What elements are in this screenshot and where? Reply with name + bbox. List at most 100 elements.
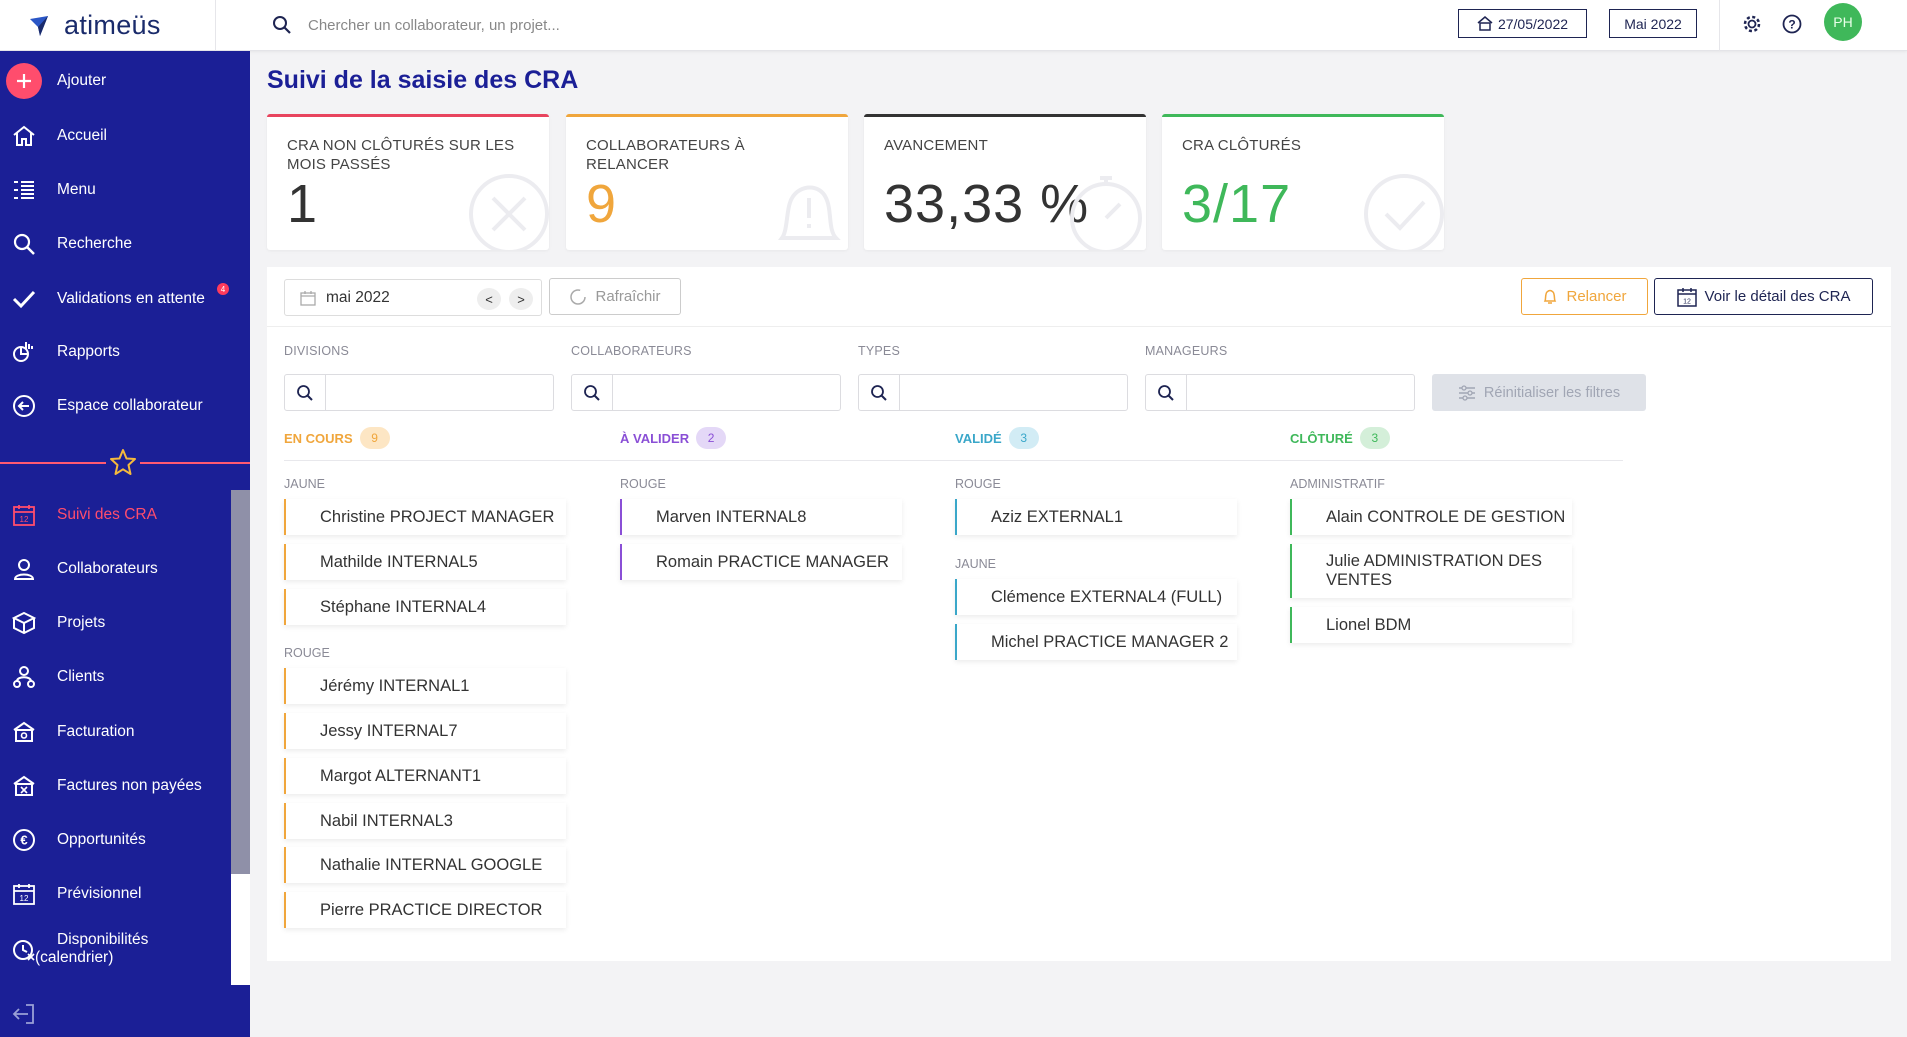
search-icon [11, 231, 37, 257]
refresh-button[interactable]: Rafraîchir [549, 278, 681, 315]
sidebar-item-facturation[interactable]: Facturation [0, 710, 250, 754]
list-item[interactable]: Nabil INTERNAL3 [284, 803, 566, 839]
list-item[interactable]: Marven INTERNAL8 [620, 499, 902, 535]
column-title: EN COURS [284, 430, 353, 446]
sidebar-item-label: Menu [57, 181, 96, 198]
sidebar-item-suivi-cra[interactable]: 12 Suivi des CRA [0, 493, 250, 537]
sidebar-item-collaborateurs[interactable]: Collaborateurs [0, 547, 250, 591]
sidebar-item-recherche[interactable]: Recherche [0, 222, 250, 266]
kpi-card-value: 1 [287, 174, 319, 234]
column-count-badge: 2 [696, 427, 727, 449]
list-item[interactable]: Jessy INTERNAL7 [284, 713, 566, 749]
types-filter[interactable] [858, 374, 1128, 411]
collaborateurs-filter[interactable] [571, 374, 841, 411]
list-item[interactable]: Michel PRACTICE MANAGER 2 [955, 624, 1237, 660]
group-label: ADMINISTRATIF [1290, 477, 1385, 491]
help-icon[interactable]: ? [1781, 13, 1803, 35]
kpi-card-value: 33,33 % [884, 174, 1090, 234]
list-item[interactable]: Romain PRACTICE MANAGER [620, 544, 902, 580]
stopwatch-icon [1070, 176, 1142, 250]
search-icon [1146, 375, 1187, 410]
list-item[interactable]: Nathalie INTERNAL GOOGLE [284, 847, 566, 883]
list-item[interactable]: Julie ADMINISTRATION DES VENTES [1290, 544, 1572, 598]
plus-icon [6, 63, 42, 99]
sidebar-item-menu[interactable]: Menu [0, 168, 250, 212]
sidebar-item-label: Factures non payées [57, 777, 202, 794]
sliders-icon [1458, 384, 1475, 401]
sidebar-item-label: Collaborateurs [57, 560, 158, 577]
list-item[interactable]: Mathilde INTERNAL5 [284, 544, 566, 580]
sidebar-item-rapports[interactable]: Rapports [0, 330, 250, 374]
header-divider [1719, 0, 1720, 51]
sidebar-item-disponibilites[interactable]: Disponibilités (calendrier) [0, 927, 250, 973]
list-item[interactable]: Alain CONTROLE DE GESTION [1290, 499, 1572, 535]
cra-detail-button-label: Voir le détail des CRA [1704, 288, 1851, 305]
list-item[interactable]: Margot ALTERNANT1 [284, 758, 566, 794]
next-month-button[interactable]: > [509, 288, 533, 310]
favorites-star-icon[interactable] [106, 446, 140, 478]
gear-icon[interactable] [1741, 13, 1763, 35]
search-input[interactable] [308, 16, 708, 34]
unpaid-icon [11, 773, 37, 799]
alarm-bell-icon [778, 185, 841, 240]
list-item[interactable]: Jérémy INTERNAL1 [284, 668, 566, 704]
list-item[interactable]: Clémence EXTERNAL4 (FULL) [955, 579, 1237, 615]
bell-icon [1544, 289, 1557, 304]
list-item[interactable]: Stéphane INTERNAL4 [284, 589, 566, 625]
divisions-filter[interactable] [284, 374, 554, 411]
list-item[interactable]: Aziz EXTERNAL1 [955, 499, 1237, 535]
svg-text:12: 12 [1683, 298, 1691, 305]
global-search[interactable] [272, 10, 708, 40]
kpi-card-title: COLLABORATEURS À RELANCER [586, 137, 745, 173]
sidebar-item-opportunites[interactable]: € Opportunités [0, 818, 250, 862]
remind-button[interactable]: Relancer [1521, 278, 1648, 315]
cra-detail-button[interactable]: 12 Voir le détail des CRA [1654, 278, 1873, 315]
search-icon[interactable] [272, 15, 292, 35]
list-item[interactable]: Pierre PRACTICE DIRECTOR [284, 892, 566, 928]
calendar-icon: 12 [11, 502, 37, 528]
calendar-detail-icon: 12 [1676, 287, 1697, 307]
sidebar-item-label-line2: (calendrier) [35, 949, 114, 966]
logout-icon[interactable] [12, 1003, 36, 1025]
column-title: CLÔTURÉ [1290, 430, 1353, 446]
sidebar-item-projets[interactable]: Projets [0, 601, 250, 645]
menu-list-icon [11, 177, 37, 203]
list-item[interactable]: Christine PROJECT MANAGER [284, 499, 566, 535]
calendar-icon [300, 290, 316, 306]
manageurs-filter[interactable] [1145, 374, 1415, 411]
sidebar-item-label: Facturation [57, 723, 135, 740]
sidebar-item-label-line1: Disponibilités [57, 931, 149, 948]
sidebar-item-factures-non-payees[interactable]: Factures non payées [0, 764, 250, 808]
sidebar-scrollbar[interactable] [231, 490, 250, 874]
reset-filters-button[interactable]: Réinitialiser les filtres [1432, 374, 1646, 411]
app-logo[interactable]: atimeüs [0, 0, 216, 51]
kpi-card-title: CRA CLÔTURÉS [1182, 137, 1302, 154]
period-button[interactable]: Mai 2022 [1609, 9, 1697, 38]
sidebar-item-ajouter[interactable]: Ajouter [0, 59, 250, 103]
arrow-circle-icon [11, 393, 37, 419]
date-button[interactable]: 27/05/2022 [1458, 9, 1587, 38]
filter-label-collaborateurs: COLLABORATEURS [571, 344, 692, 358]
billing-icon [11, 719, 37, 745]
sidebar-item-espace-collaborateur[interactable]: Espace collaborateur [0, 384, 250, 428]
sidebar-item-label: Disponibilités [57, 930, 148, 949]
month-picker[interactable]: mai 2022 < > [284, 279, 542, 316]
sidebar-item-accueil[interactable]: Accueil [0, 114, 250, 158]
prev-month-button[interactable]: < [477, 288, 501, 310]
calendar-home-icon [1477, 16, 1493, 31]
kpi-card-title: CRA NON CLÔTURÉS SUR LES MOIS PASSÉS [287, 137, 515, 173]
month-picker-value: mai 2022 [326, 288, 390, 306]
sidebar-item-validations[interactable]: Validations en attente 4 [0, 277, 250, 321]
column-count-badge: 3 [1008, 427, 1039, 449]
sidebar-item-clients[interactable]: Clients [0, 655, 250, 699]
kpi-card-to-remind: COLLABORATEURS À RELANCER 9 [566, 114, 848, 250]
kpi-card-progress: AVANCEMENT 33,33 % [864, 114, 1146, 250]
avatar[interactable]: PH [1824, 3, 1862, 41]
clients-icon [11, 664, 37, 690]
check-icon [11, 286, 37, 312]
sidebar-item-previsionnel[interactable]: 12 Prévisionnel [0, 872, 250, 916]
list-item[interactable]: Lionel BDM [1290, 607, 1572, 643]
sidebar-item-label: Clients [57, 668, 105, 685]
column-header-a-valider: À VALIDER 2 [620, 427, 727, 449]
column-count-badge: 3 [1359, 427, 1390, 449]
